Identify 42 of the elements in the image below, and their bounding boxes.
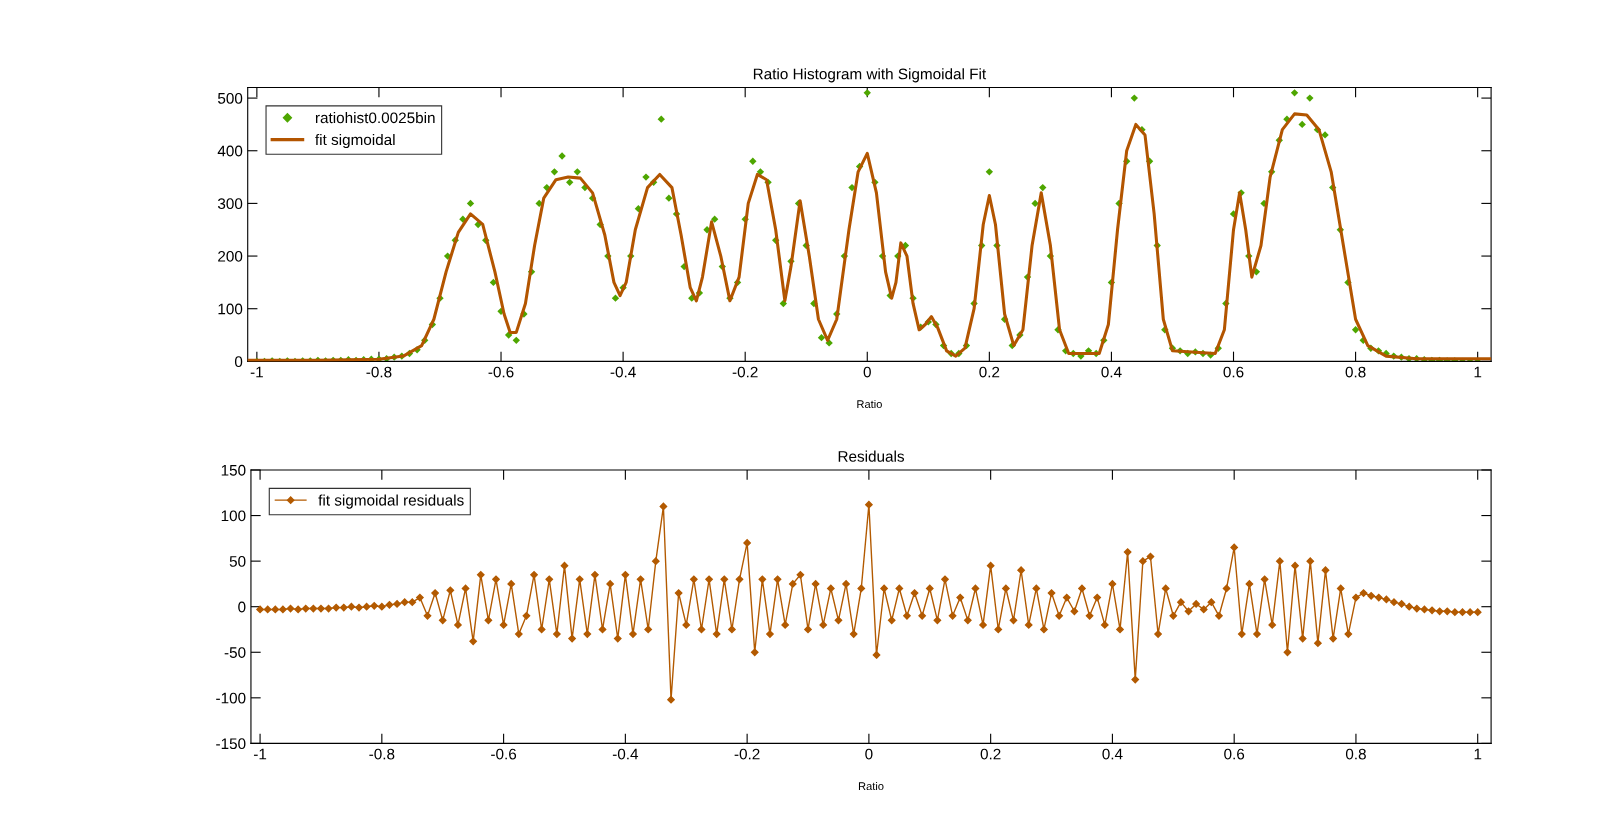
x-tick-label: -0.2	[734, 748, 760, 760]
y-tick-label: 300	[217, 198, 243, 210]
x-tick-label: 0.6	[1223, 366, 1244, 378]
y-tick-label: -100	[216, 692, 246, 704]
legend-label: fit sigmoidal	[315, 133, 395, 149]
legend-label: ratiohist0.0025bin	[315, 112, 435, 124]
x-tick-label: 1	[1474, 366, 1482, 378]
y-tick-label: 500	[217, 92, 243, 104]
x-tick-label: 0.8	[1345, 366, 1366, 378]
x-tick-label: 0.4	[1101, 366, 1122, 378]
y-tick-label: 150	[221, 464, 246, 476]
x-tick-label: 0	[863, 366, 871, 378]
x-tick-label: -1	[250, 366, 263, 378]
x-tick-label: -0.6	[491, 748, 517, 760]
y-tick-label: 100	[218, 303, 243, 315]
y-tick-label: 100	[221, 510, 246, 522]
chart-title: Ratio Histogram with Sigmoidal Fit	[753, 68, 987, 83]
x-tick-label: -0.4	[610, 366, 636, 378]
x-tick-label: 0.4	[1102, 748, 1123, 760]
chart-title: Residuals	[838, 450, 905, 462]
y-tick-label: 400	[217, 145, 243, 157]
x-tick-label: 0.8	[1345, 748, 1366, 760]
y-tick-label: 0	[234, 356, 243, 368]
x-tick-label: -0.2	[732, 366, 758, 378]
x-tick-label: 0.2	[980, 748, 1001, 760]
y-tick-label: 50	[229, 556, 246, 567]
x-tick-label: -0.8	[369, 748, 395, 760]
legend-label: fit sigmoidal residuals	[318, 494, 464, 509]
y-tick-label: -150	[216, 738, 246, 750]
y-tick-label: -50	[224, 647, 246, 658]
y-tick-label: 200	[218, 250, 243, 262]
x-tick-label: 0.6	[1224, 748, 1245, 760]
x-tick-label: 0.2	[979, 366, 1000, 378]
x-tick-label: -1	[253, 748, 267, 760]
x-axis-title: Ratio	[858, 781, 884, 791]
x-tick-label: 0	[865, 748, 873, 760]
x-tick-label: -0.6	[488, 366, 514, 378]
x-tick-label: -0.4	[612, 748, 639, 760]
x-tick-label: -0.8	[366, 366, 392, 378]
x-tick-label: 1	[1474, 748, 1482, 760]
x-axis-title: Ratio	[857, 399, 882, 409]
y-tick-label: 0	[238, 601, 246, 613]
